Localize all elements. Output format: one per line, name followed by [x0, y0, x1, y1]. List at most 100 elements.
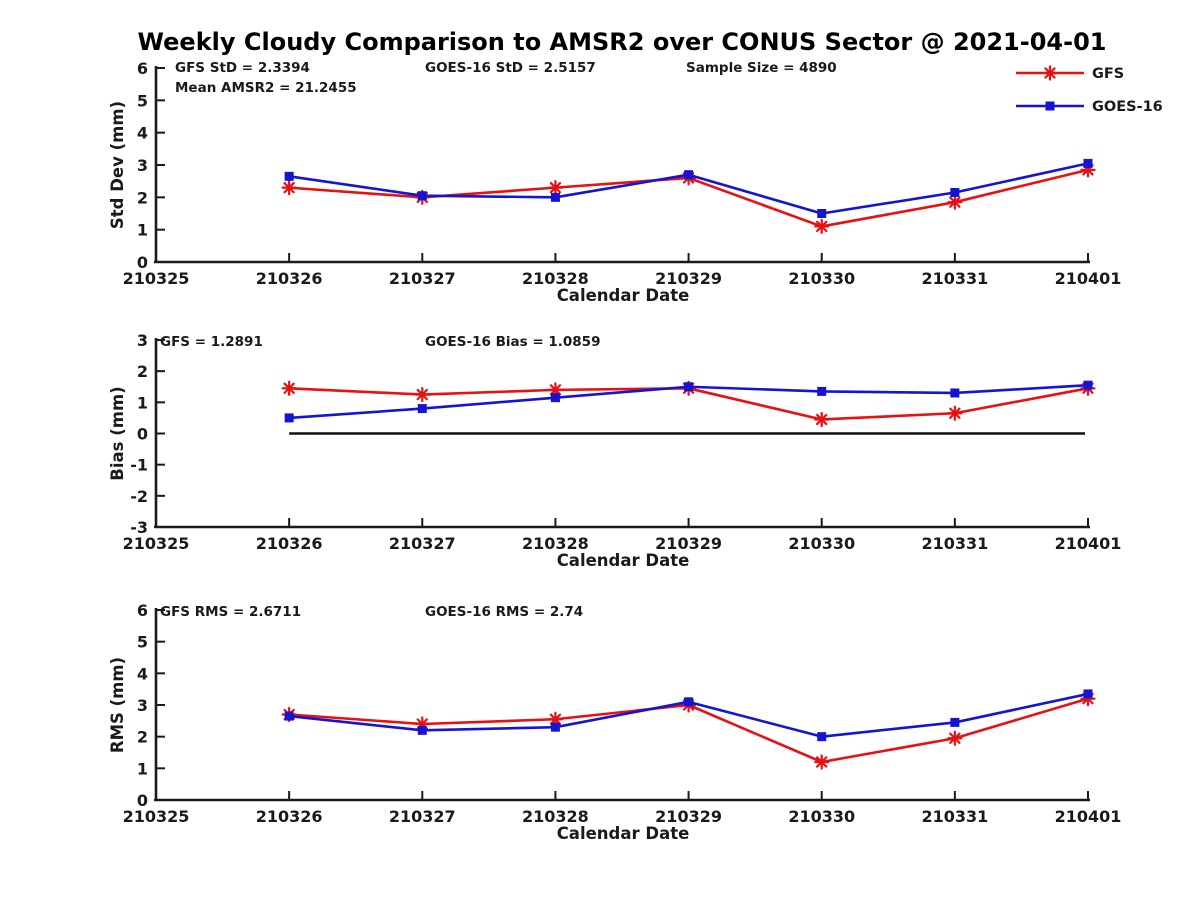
y-tick-label: 2 — [137, 362, 148, 381]
square-marker — [1083, 380, 1093, 390]
data-point-GOES-16-210328 — [550, 722, 560, 732]
series-GOES-16 — [284, 380, 1093, 423]
square-marker — [550, 192, 560, 202]
square-marker — [817, 386, 827, 396]
asterisk-spoke — [949, 732, 961, 744]
data-point-GFS-210331 — [947, 405, 963, 421]
data-point-GOES-16-210401 — [1083, 689, 1093, 699]
series-GOES-16 — [284, 689, 1093, 742]
data-point-GOES-16-210331 — [950, 187, 960, 197]
x-tick-label: 210329 — [655, 534, 722, 553]
annotation-std-dev-0-1: Mean AMSR2 = 21.2455 — [175, 80, 357, 96]
legend-label-GOES-16: GOES-16 — [1092, 99, 1163, 115]
legend-marker-GFS — [1042, 65, 1058, 81]
data-point-GOES-16-210329 — [684, 697, 694, 707]
asterisk-spoke — [283, 382, 295, 395]
data-point-GOES-16-210328 — [550, 192, 560, 202]
asterisk-spoke — [1044, 67, 1056, 79]
x-tick-label: 210330 — [788, 269, 855, 288]
square-marker — [684, 382, 694, 392]
x-tick-label: 210401 — [1055, 269, 1122, 288]
data-point-GOES-16-210326 — [284, 413, 294, 423]
square-marker — [950, 187, 960, 197]
asterisk-spoke — [816, 220, 828, 233]
square-marker — [1083, 689, 1093, 699]
x-tick-label: 210325 — [123, 269, 190, 288]
y-tick-label: -1 — [130, 456, 148, 475]
y-tick-label: 0 — [137, 253, 148, 272]
y-tick-label: 1 — [137, 221, 148, 240]
data-point-GOES-16-210328 — [550, 393, 560, 403]
data-point-GFS-210328 — [547, 180, 564, 196]
square-marker — [417, 191, 427, 201]
data-point-GOES-16-210327 — [417, 404, 427, 414]
annotation-rms-0-0: GFS RMS = 2.6711 — [160, 604, 301, 620]
data-point-GFS-210327 — [414, 386, 430, 403]
square-marker — [417, 404, 427, 414]
y-tick-label: 5 — [137, 633, 148, 652]
x-tick-label: 210331 — [921, 534, 988, 553]
data-point-GOES-16-210330 — [817, 732, 827, 742]
y-axis-title: Std Dev (mm) — [108, 101, 127, 229]
data-point-GFS-210331 — [947, 194, 963, 210]
std-dev-chart: 0 1 2 3 4 5 6 210325 210326 210327 210328 210329 210… — [108, 59, 1163, 305]
square-marker — [284, 413, 294, 423]
rms-chart: 0 1 2 3 4 5 6 210325 210326 210327 210328 210329 210… — [108, 601, 1121, 843]
x-axis-title: Calendar Date — [557, 824, 690, 843]
x-tick-label: 210401 — [1055, 807, 1122, 826]
x-axis-title: Calendar Date — [557, 286, 690, 305]
y-tick-label: -3 — [130, 518, 148, 537]
x-tick-label: 210330 — [788, 534, 855, 553]
data-point-GOES-16-210330 — [817, 386, 827, 396]
square-marker — [1045, 101, 1055, 111]
y-axis-title: Bias (mm) — [108, 386, 127, 480]
annotation-std-dev-0-0: GFS StD = 2.3394 — [175, 60, 310, 76]
annotation-std-dev-2-0: Sample Size = 4890 — [686, 60, 837, 76]
data-point-GFS-210326 — [281, 180, 297, 196]
x-tick-label: 210327 — [389, 807, 456, 826]
x-tick-label: 210328 — [522, 534, 589, 553]
data-point-GOES-16-210331 — [950, 388, 960, 398]
data-point-GOES-16-210330 — [817, 209, 827, 218]
y-tick-label: 2 — [137, 188, 148, 207]
asterisk-spoke — [816, 413, 828, 426]
x-axis-title: Calendar Date — [557, 551, 690, 570]
square-marker — [284, 711, 294, 721]
y-axis-title: RMS (mm) — [108, 657, 127, 753]
legend-item-GOES-16: GOES-16 — [1016, 99, 1163, 115]
x-tick-label: 210328 — [522, 269, 589, 288]
data-point-GFS-210331 — [947, 730, 963, 746]
y-tick-label: 3 — [137, 696, 148, 715]
asterisk-spoke — [416, 388, 428, 401]
data-point-GOES-16-210329 — [684, 170, 694, 180]
x-tick-label: 210326 — [256, 534, 323, 553]
legend-item-GFS: GFS — [1016, 65, 1124, 82]
asterisk-spoke — [283, 181, 295, 194]
legend: GFS GOES-16 — [1016, 65, 1163, 115]
square-marker — [284, 171, 294, 181]
x-tick-label: 210401 — [1055, 534, 1122, 553]
x-tick-label: 210327 — [389, 534, 456, 553]
annotation-bias-0-0: GFS = 1.2891 — [160, 334, 263, 350]
x-tick-label: 210326 — [256, 269, 323, 288]
legend-marker-GOES-16 — [1045, 101, 1055, 111]
asterisk-spoke — [949, 407, 961, 419]
y-tick-label: 5 — [137, 91, 148, 110]
x-tick-label: 210329 — [655, 807, 722, 826]
y-tick-label: 6 — [137, 601, 148, 620]
data-point-GOES-16-210329 — [684, 382, 694, 392]
x-tick-label: 210327 — [389, 269, 456, 288]
data-point-GOES-16-210401 — [1083, 158, 1093, 168]
axes: 0 1 2 3 4 5 6 210325 210326 210327 210328 210329 210… — [108, 601, 1121, 843]
y-tick-label: 4 — [137, 664, 148, 683]
square-marker — [817, 209, 827, 218]
data-point-GFS-210330 — [814, 411, 830, 428]
asterisk-spoke — [549, 181, 562, 194]
square-marker — [417, 725, 427, 735]
y-tick-label: 2 — [137, 728, 148, 747]
annotation-bias-1-0: GOES-16 Bias = 1.0859 — [425, 334, 600, 350]
data-point-GOES-16-210327 — [417, 725, 427, 735]
x-tick-label: 210325 — [123, 807, 190, 826]
axes: -3 -2 -1 0 1 2 3 210325 210326 210327 210328 210329… — [108, 331, 1121, 570]
x-tick-label: 210331 — [921, 269, 988, 288]
